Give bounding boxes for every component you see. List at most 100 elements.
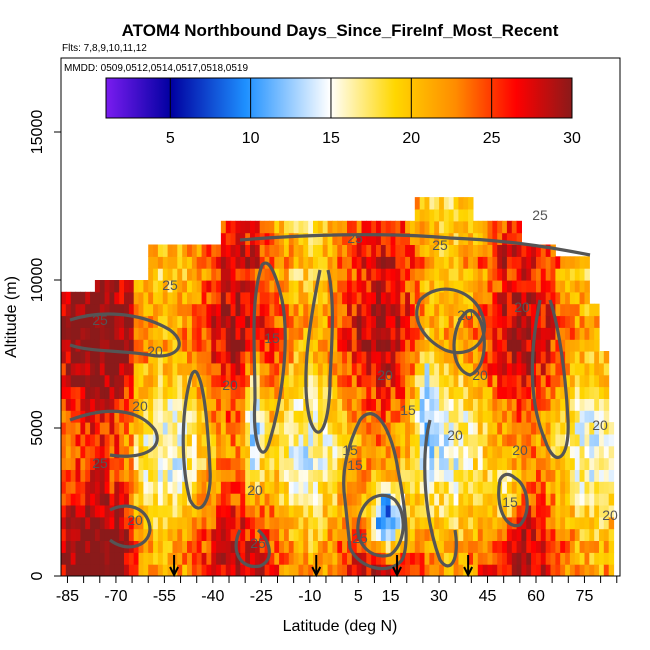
heatmap-cell — [492, 232, 498, 245]
heatmap-cell — [269, 445, 275, 459]
heatmap-cell — [424, 303, 430, 317]
heatmap-cell — [177, 445, 183, 459]
heatmap-cell — [579, 493, 585, 506]
heatmap-cell — [555, 422, 561, 435]
heatmap-cell — [468, 351, 474, 364]
flights-note: Flts: 7,8,9,10,11,12 — [62, 43, 147, 54]
heatmap-cell — [434, 481, 440, 494]
heatmap-cell — [506, 303, 513, 317]
heatmap-cell — [80, 362, 86, 376]
heatmap-cell — [94, 493, 101, 506]
heatmap-cell — [148, 457, 154, 470]
heatmap-cell — [458, 209, 464, 222]
heatmap-cell — [250, 220, 256, 234]
heatmap-cell — [332, 505, 338, 518]
heatmap-cell — [80, 469, 86, 482]
heatmap-cell — [172, 493, 178, 506]
heatmap-cell — [521, 410, 527, 423]
heatmap-cell — [288, 386, 295, 399]
heatmap-cell — [482, 481, 489, 494]
heatmap-cell — [589, 410, 595, 423]
heatmap-cell — [235, 351, 241, 364]
heatmap-cell — [390, 303, 396, 317]
heatmap-cell — [497, 220, 503, 234]
heatmap-cell — [410, 433, 416, 447]
heatmap-cell — [550, 528, 556, 541]
heatmap-cell — [371, 232, 377, 245]
heatmap-cell — [468, 433, 474, 447]
heatmap-cell — [157, 268, 164, 281]
heatmap-cell — [138, 445, 144, 459]
heatmap-cell — [138, 422, 144, 435]
heatmap-cell — [477, 445, 484, 459]
heatmap-cell — [303, 493, 309, 506]
heatmap-cell — [196, 303, 203, 317]
heatmap-cell — [574, 422, 581, 435]
contour-line — [356, 493, 405, 558]
heatmap-cell — [235, 362, 241, 376]
heatmap-cell — [240, 291, 246, 305]
heatmap-cell — [579, 351, 585, 364]
heatmap-cell — [603, 540, 610, 553]
heatmap-cell — [254, 552, 261, 565]
heatmap-cell — [574, 493, 581, 506]
heatmap-cell — [206, 505, 212, 518]
heatmap-cell — [356, 410, 363, 423]
heatmap-cell — [201, 540, 207, 553]
heatmap-cell — [109, 280, 115, 293]
heatmap-cell — [511, 410, 518, 423]
heatmap-cell — [65, 315, 72, 328]
heatmap-cell — [347, 268, 353, 281]
heatmap-cell — [526, 303, 532, 317]
heatmap-cell — [288, 362, 295, 376]
heatmap-cell — [439, 303, 445, 317]
heatmap-cell — [99, 481, 106, 494]
heatmap-cell — [250, 256, 256, 269]
heatmap-cell — [429, 291, 435, 305]
heatmap-cell — [463, 362, 469, 376]
contour-line — [69, 409, 159, 458]
heatmap-cell — [211, 457, 217, 470]
heatmap-cell — [589, 528, 595, 541]
heatmap-cell — [303, 469, 309, 482]
heatmap-cell — [560, 339, 566, 352]
heatmap-cell — [584, 351, 590, 364]
heatmap-cell — [337, 493, 343, 506]
heatmap-cell — [70, 552, 77, 565]
heatmap-cell — [332, 469, 338, 482]
heatmap-cell — [506, 552, 513, 565]
heatmap-cell — [390, 410, 396, 423]
heatmap-cell — [429, 280, 435, 293]
heatmap-cell — [439, 209, 445, 222]
heatmap-cell — [85, 410, 91, 423]
heatmap-cell — [540, 351, 547, 364]
heatmap-cell — [565, 552, 571, 565]
heatmap-cell — [225, 410, 232, 423]
heatmap-cell — [395, 386, 401, 399]
heatmap-cell — [521, 493, 527, 506]
heatmap-cell — [220, 256, 227, 269]
heatmap-cell — [322, 505, 329, 518]
heatmap-cell — [274, 374, 280, 388]
heatmap-cell — [313, 528, 319, 541]
heatmap-cell — [225, 232, 232, 245]
heatmap-cell — [443, 410, 450, 423]
heatmap-cell — [545, 315, 552, 328]
heatmap-cell — [240, 505, 246, 518]
heatmap-cell — [448, 303, 455, 317]
heatmap-cell — [162, 280, 169, 293]
heatmap-cell — [274, 528, 280, 541]
heatmap-cell — [187, 386, 193, 399]
heatmap-cell — [419, 327, 426, 340]
heatmap-cell — [526, 552, 532, 565]
heatmap-cell — [569, 410, 576, 423]
heatmap-cell — [468, 268, 474, 281]
heatmap-cell — [90, 469, 96, 482]
heatmap-cell — [153, 445, 159, 459]
heatmap-cell — [434, 209, 440, 222]
heatmap-cell — [254, 220, 261, 234]
heatmap-cell — [114, 493, 120, 506]
heatmap-cell — [322, 433, 329, 447]
heatmap-cell — [196, 398, 203, 411]
heatmap-cell — [511, 362, 518, 376]
